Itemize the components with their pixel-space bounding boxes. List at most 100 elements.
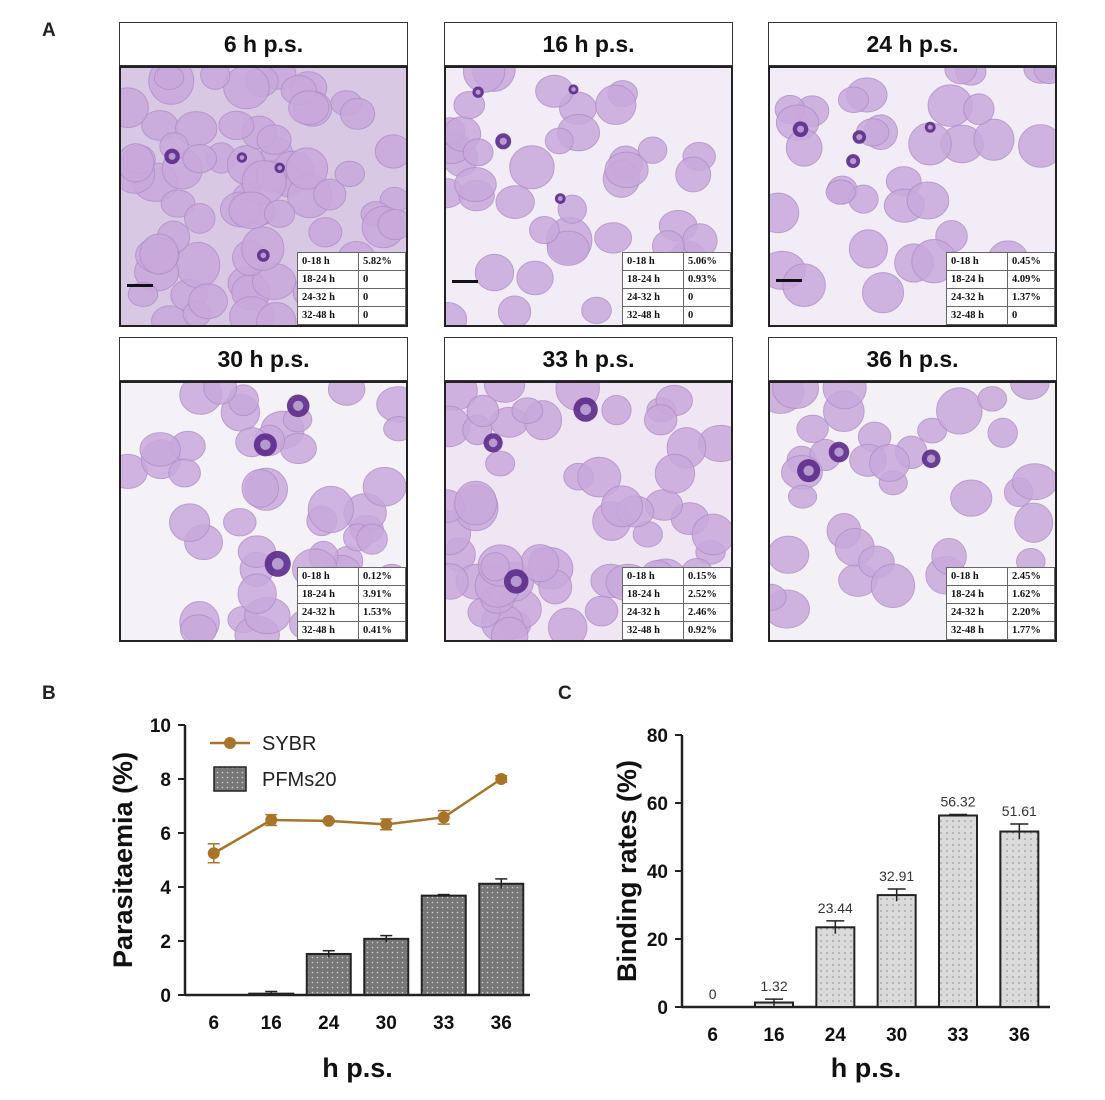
stage-range: 18-24 h bbox=[622, 585, 684, 604]
blood-smear-image: 0-18 h 0.45% 18-24 h 4.09% 24-32 h 1.37% 32-48… bbox=[768, 66, 1057, 327]
table-row: 24-32 h 2.20% bbox=[946, 603, 1055, 622]
x-tick-label: 36 bbox=[491, 1013, 512, 1034]
red-blood-cell bbox=[453, 90, 486, 119]
red-blood-cell bbox=[825, 179, 856, 205]
red-blood-cell bbox=[223, 508, 257, 537]
red-blood-cell bbox=[772, 383, 819, 410]
binding-data-label: 23.44 bbox=[818, 900, 853, 916]
red-blood-cell bbox=[861, 272, 905, 314]
stage-percentage: 1.37% bbox=[1007, 288, 1055, 307]
micrograph-title: 6 h p.s. bbox=[119, 22, 408, 66]
red-blood-cell bbox=[263, 199, 296, 228]
binding-data-label: 0 bbox=[709, 986, 717, 1002]
micrograph-title: 36 h p.s. bbox=[768, 337, 1057, 381]
parasite-vacuole bbox=[796, 125, 805, 133]
red-blood-cell bbox=[691, 513, 731, 556]
stage-percentage: 5.82% bbox=[358, 252, 406, 271]
stage-percentage: 0 bbox=[683, 306, 731, 325]
stage-percentage: 1.53% bbox=[358, 603, 406, 622]
parasite-vacuole bbox=[926, 454, 936, 463]
red-blood-cell bbox=[327, 383, 366, 406]
stage-distribution-table: 0-18 h 0.12% 18-24 h 3.91% 24-32 h 1.53% 32-48… bbox=[297, 567, 406, 640]
table-row: 24-32 h 1.37% bbox=[946, 288, 1055, 307]
red-blood-cell bbox=[241, 468, 280, 508]
stage-percentage: 0.92% bbox=[683, 621, 731, 640]
red-blood-cell bbox=[950, 479, 993, 517]
stage-range: 18-24 h bbox=[297, 585, 359, 604]
stage-percentage: 2.46% bbox=[683, 603, 731, 622]
red-blood-cell bbox=[529, 216, 560, 245]
red-blood-cell bbox=[340, 97, 376, 130]
red-blood-cell bbox=[1011, 463, 1055, 501]
parasite-vacuole bbox=[475, 89, 481, 95]
table-row: 18-24 h 0.93% bbox=[622, 270, 731, 289]
parasite-vacuole bbox=[488, 438, 498, 448]
y-tick-label: 4 bbox=[160, 878, 171, 899]
parasite-vacuole bbox=[927, 124, 933, 130]
parasite-vacuole bbox=[571, 87, 576, 92]
blood-smear-image: 0-18 h 0.15% 18-24 h 2.52% 24-32 h 2.46% 32-48… bbox=[444, 381, 733, 642]
scale-bar bbox=[127, 284, 153, 287]
red-blood-cell bbox=[675, 156, 712, 193]
red-blood-cell bbox=[495, 185, 535, 219]
red-blood-cell bbox=[601, 394, 632, 426]
stage-range: 24-32 h bbox=[622, 603, 684, 622]
red-blood-cell bbox=[127, 281, 159, 307]
binding-rate-bar bbox=[938, 814, 978, 1008]
sybr-line bbox=[213, 777, 502, 855]
red-blood-cell bbox=[203, 383, 238, 405]
table-row: 32-48 h 1.77% bbox=[946, 621, 1055, 640]
parasite-vacuole bbox=[856, 133, 863, 141]
stage-range: 32-48 h bbox=[946, 621, 1008, 640]
micrograph-title: 24 h p.s. bbox=[768, 22, 1057, 66]
red-blood-cell bbox=[654, 453, 696, 494]
table-row: 0-18 h 5.82% bbox=[297, 252, 406, 271]
red-blood-cell bbox=[509, 145, 555, 190]
stage-distribution-table: 0-18 h 0.15% 18-24 h 2.52% 24-32 h 2.46% 32-48… bbox=[622, 567, 731, 640]
red-blood-cell bbox=[454, 167, 497, 203]
y-axis-label: Binding rates (%) bbox=[612, 760, 642, 982]
blood-smear-image: 0-18 h 2.45% 18-24 h 1.62% 24-32 h 2.20% 32-48… bbox=[768, 381, 1057, 642]
red-blood-cell bbox=[168, 458, 201, 488]
x-tick-label: 24 bbox=[318, 1013, 340, 1034]
stage-percentage: 0 bbox=[1007, 306, 1055, 325]
chart-binding-rates: 0 20 40 60 80 6 16 24 30 33 36 h p.s. Binding rates … bbox=[612, 726, 1050, 1083]
parasite-vacuole bbox=[277, 165, 283, 171]
y-tick-label: 10 bbox=[150, 716, 171, 737]
parasite-vacuole bbox=[239, 155, 245, 160]
red-blood-cell bbox=[577, 456, 622, 498]
red-blood-cell bbox=[374, 134, 406, 169]
y-tick-label: 0 bbox=[657, 998, 668, 1019]
y-axis-label: Parasitaemia (%) bbox=[108, 752, 138, 968]
stage-distribution-table: 0-18 h 0.45% 18-24 h 4.09% 24-32 h 1.37% 32-48… bbox=[946, 252, 1055, 325]
stage-range: 24-32 h bbox=[622, 288, 684, 307]
stage-range: 0-18 h bbox=[297, 567, 359, 586]
red-blood-cell bbox=[182, 143, 218, 174]
red-blood-cell bbox=[485, 450, 516, 477]
red-blood-cell bbox=[483, 383, 526, 403]
panel-label-a: A bbox=[42, 20, 56, 41]
x-tick-label: 16 bbox=[261, 1013, 282, 1034]
red-blood-cell bbox=[184, 203, 216, 234]
red-blood-cell bbox=[544, 127, 574, 155]
y-tick-label: 80 bbox=[647, 726, 668, 747]
parasite-vacuole bbox=[510, 575, 522, 587]
sybr-point bbox=[437, 811, 450, 824]
table-row: 24-32 h 2.46% bbox=[622, 603, 731, 622]
red-blood-cell bbox=[796, 414, 829, 443]
red-blood-cell bbox=[334, 160, 366, 188]
red-blood-cell bbox=[837, 86, 870, 113]
y-tick-label: 8 bbox=[160, 770, 171, 791]
red-blood-cell bbox=[474, 253, 515, 292]
red-blood-cell bbox=[313, 178, 347, 211]
stage-percentage: 0 bbox=[358, 306, 406, 325]
red-blood-cell bbox=[848, 229, 888, 269]
red-blood-cell bbox=[497, 295, 532, 325]
